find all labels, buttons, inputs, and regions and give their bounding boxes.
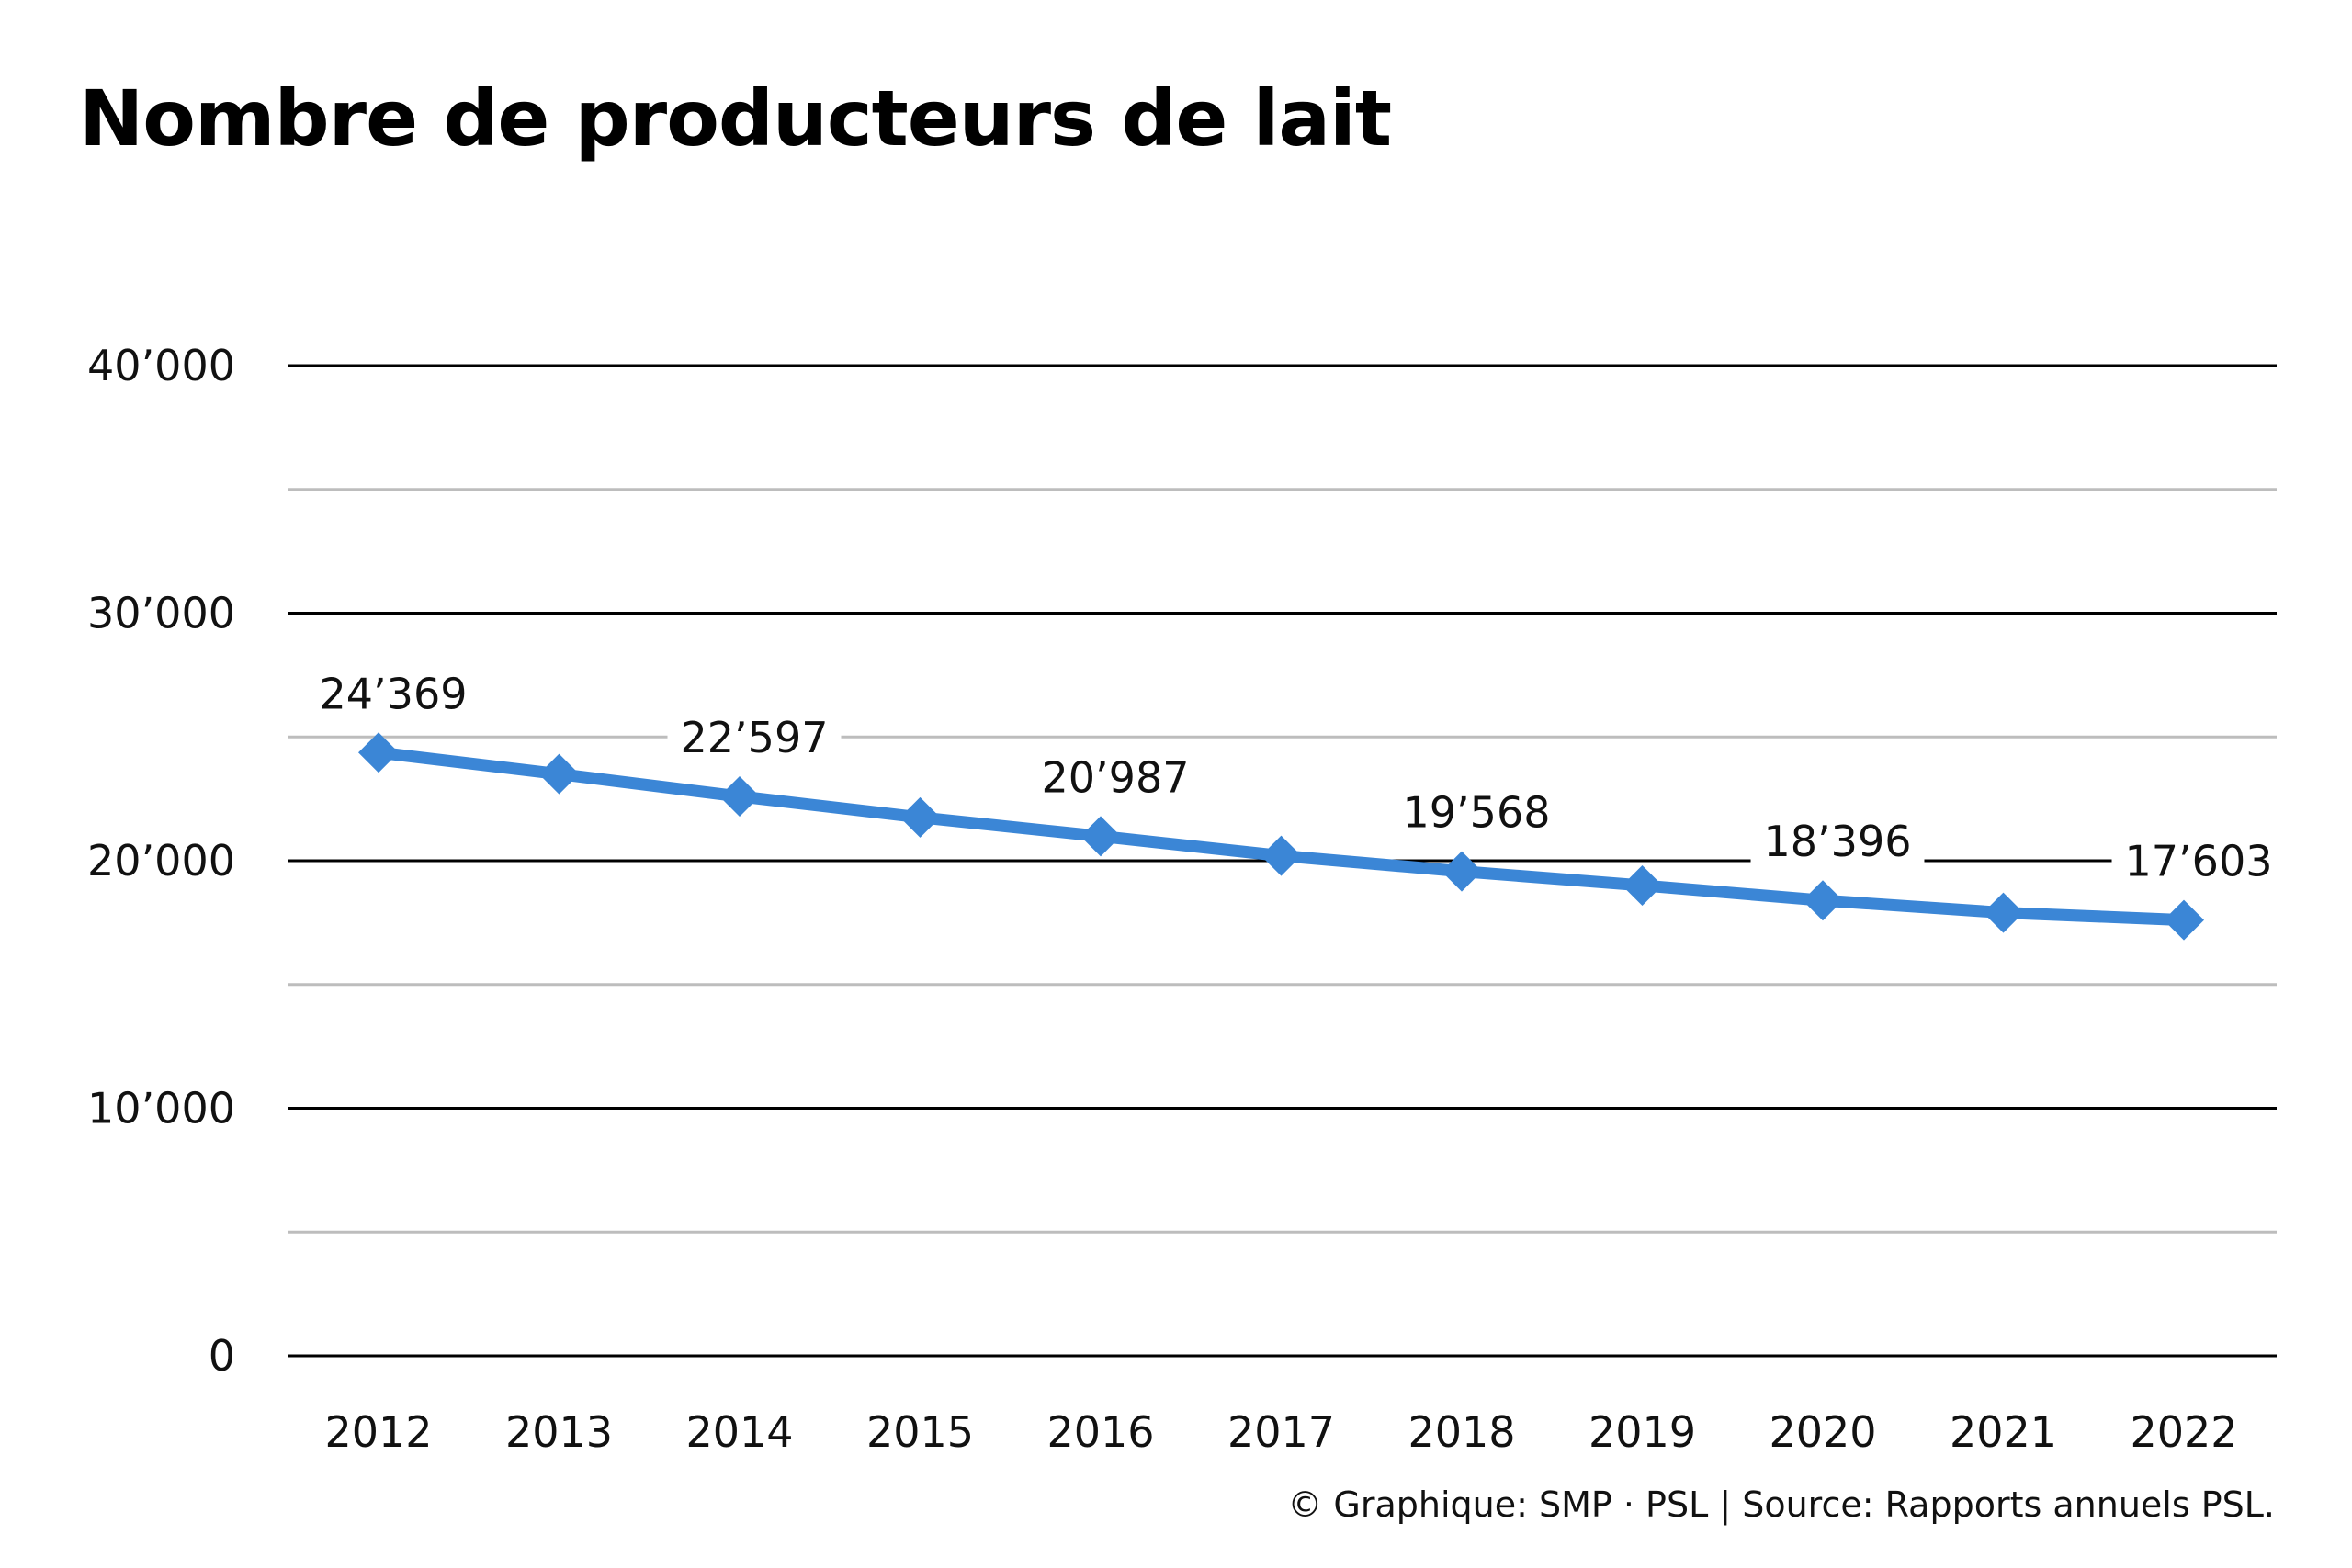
y-axis-tick-labels: 0 10’000 20’000 30’000 40’000 <box>87 341 235 1381</box>
x-tick-label: 2014 <box>685 1407 793 1457</box>
y-tick-label: 20’000 <box>87 836 235 886</box>
data-point <box>358 732 399 773</box>
data-label-background <box>2111 832 2286 890</box>
data-point <box>1261 835 1302 876</box>
x-tick-label: 2012 <box>324 1407 432 1457</box>
data-label: 18’396 <box>1764 817 1912 866</box>
data-point <box>719 776 760 818</box>
data-labels: 24’369 22’597 20’987 19’568 18’396 17’603 <box>306 665 2286 890</box>
data-label-background <box>306 665 481 723</box>
data-point <box>1983 892 2024 933</box>
y-tick-label: 40’000 <box>87 341 235 390</box>
data-label: 20’987 <box>1042 752 1190 802</box>
x-tick-label: 2017 <box>1227 1407 1335 1457</box>
data-label: 19’568 <box>1403 788 1551 838</box>
x-tick-label: 2022 <box>2130 1407 2237 1457</box>
data-label-background <box>1750 813 1925 871</box>
x-tick-label: 2021 <box>1950 1407 2057 1457</box>
x-tick-label: 2015 <box>866 1407 974 1457</box>
data-label: 17’603 <box>2125 837 2273 886</box>
data-label-background <box>1028 749 1203 807</box>
data-point-markers <box>358 732 2204 941</box>
grid-lines <box>288 364 2277 1358</box>
data-label: 22’597 <box>681 713 829 762</box>
x-axis-tick-labels: 2012 2013 2014 2015 2016 2017 2018 2019 2020 2021… <box>324 1407 2237 1457</box>
data-label-background <box>1389 784 1564 841</box>
data-point <box>899 796 941 838</box>
data-label: 24’369 <box>320 669 468 718</box>
x-tick-label: 2013 <box>505 1407 613 1457</box>
source-credit: © Graphique: SMP · PSL | Source: Rapport… <box>1287 1484 2275 1525</box>
x-tick-label: 2019 <box>1589 1407 1696 1457</box>
x-tick-label: 2016 <box>1046 1407 1154 1457</box>
data-point <box>1803 880 1843 921</box>
data-point <box>1622 864 1663 906</box>
data-point <box>2164 899 2204 941</box>
y-tick-label: 10’000 <box>87 1084 235 1134</box>
data-point <box>1080 816 1121 857</box>
chart-title: Nombre de producteurs de lait <box>79 73 1392 164</box>
y-tick-label: 30’000 <box>87 589 235 638</box>
x-tick-label: 2020 <box>1769 1407 1876 1457</box>
y-tick-label: 0 <box>209 1331 235 1381</box>
data-label-background <box>667 709 842 767</box>
data-point <box>1442 851 1482 892</box>
x-tick-label: 2018 <box>1408 1407 1515 1457</box>
data-point <box>538 753 580 795</box>
